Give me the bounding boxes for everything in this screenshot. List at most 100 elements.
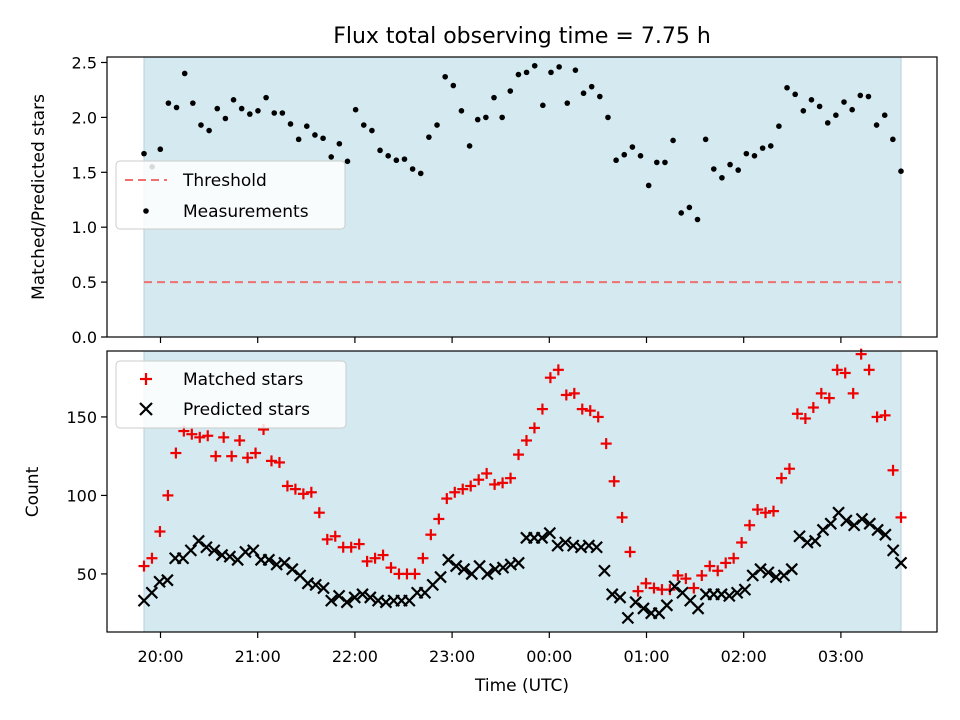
matched-star-point [887, 464, 899, 476]
measurement-point [214, 105, 221, 112]
measurement-point [597, 93, 603, 100]
matched-star-point [616, 511, 628, 523]
predicted-star-point [598, 564, 611, 578]
measurement-point [670, 137, 676, 144]
x-tick-label: 02:00 [721, 647, 767, 666]
legend-predicted-swatch [139, 402, 153, 416]
matched-star-point [226, 450, 238, 462]
legend-threshold-label: Threshold [182, 171, 267, 191]
legend-measurements-swatch [143, 208, 149, 214]
measurement-point [588, 83, 595, 90]
measurement-point [287, 121, 294, 127]
predicted-star-point [207, 544, 221, 557]
matched-star-point [321, 533, 333, 545]
bottom-y-tick-label: 100 [66, 486, 97, 505]
measurement-point [450, 82, 457, 89]
measurement-point [873, 122, 880, 128]
measurement-point [767, 143, 774, 149]
matched-star-point [696, 569, 708, 581]
measurement-point [198, 122, 204, 128]
measurement-point [483, 114, 489, 121]
x-axis-label: Time (UTC) [474, 676, 569, 696]
measurement-point [824, 120, 831, 126]
measurement-point [800, 108, 807, 114]
measurement-point [645, 182, 652, 189]
bottom-y-tick-label: 50 [77, 565, 97, 584]
bottom-panel: 50 100 150 20:00 21:00 22:00 23:00 00:00 01:00 0… [23, 348, 938, 666]
matched-star-point [520, 434, 532, 446]
measurement-point [572, 67, 579, 73]
matched-star-point [473, 474, 485, 486]
matched-star-point [417, 552, 429, 564]
matched-star-point [281, 480, 293, 492]
matched-star-point [728, 552, 740, 564]
top-y-tick-label: 0.0 [72, 328, 97, 347]
top-y-tick-label: 1.0 [72, 218, 97, 237]
predicted-star-point [262, 553, 276, 567]
matched-star-point [640, 577, 652, 589]
predicted-star-point [457, 562, 471, 576]
predicted-star-point [621, 611, 635, 625]
top-y-axis-label: Matched/Predicted stars [29, 94, 49, 300]
predicted-star-point [184, 544, 198, 557]
measurement-point [165, 100, 172, 106]
measurement-point [637, 153, 644, 159]
predicted-star-point [886, 544, 900, 557]
measurement-point [222, 115, 229, 122]
matched-star-point [680, 573, 692, 585]
predicted-star-point [223, 550, 237, 563]
predicted-star-point [496, 561, 510, 574]
matched-star-point [775, 472, 787, 484]
matched-star-point [481, 467, 493, 479]
measurement-point [629, 144, 636, 150]
measurement-point [393, 157, 400, 164]
measurement-point [548, 69, 554, 76]
measurement-point [426, 134, 432, 140]
x-tick-label: 23:00 [429, 647, 475, 666]
matched-star-point [664, 584, 676, 596]
measurement-point [434, 122, 440, 128]
matched-star-point [425, 529, 437, 541]
measurement-point [515, 71, 522, 78]
predicted-star-point [340, 595, 354, 609]
measurement-point [173, 104, 180, 111]
matched-star-point [528, 422, 540, 434]
predicted-star-point [590, 540, 603, 554]
top-legend: Threshold Measurements [115, 160, 346, 230]
predicted-star-point [730, 586, 744, 600]
measurement-point [474, 116, 481, 123]
matched-star-point [536, 403, 548, 415]
matched-star-point [210, 450, 222, 462]
measurement-point [833, 112, 839, 118]
matched-star-point [823, 392, 835, 404]
predicted-star-point [325, 594, 338, 607]
predicted-star-point [605, 588, 619, 601]
measurement-point [694, 216, 701, 223]
measurement-point [531, 62, 538, 69]
matched-star-point [863, 364, 875, 376]
matched-star-point [895, 511, 907, 523]
measurement-point [312, 132, 318, 138]
measurement-point [247, 111, 253, 117]
matched-star-point [704, 560, 716, 572]
matched-star-point [632, 585, 644, 597]
matched-star-point [218, 431, 230, 443]
matched-star-point [497, 477, 509, 489]
predicted-star-point [754, 562, 767, 576]
measurement-point [564, 100, 571, 106]
measurement-point [295, 136, 302, 143]
measurement-point [678, 210, 685, 216]
matched-star-point [361, 555, 373, 567]
matched-star-point [768, 505, 780, 517]
predicted-star-point [356, 588, 369, 601]
matched-star-point [807, 402, 819, 414]
predicted-star-point [894, 556, 908, 570]
x-tick-label: 03:00 [818, 647, 864, 666]
measurement-point [271, 110, 278, 116]
matched-star-point [186, 428, 198, 440]
x-tick-label: 00:00 [526, 647, 572, 666]
predicted-star-point [559, 536, 572, 549]
measurement-point [385, 153, 391, 159]
matched-star-point [409, 568, 421, 580]
measurement-point [352, 106, 359, 113]
